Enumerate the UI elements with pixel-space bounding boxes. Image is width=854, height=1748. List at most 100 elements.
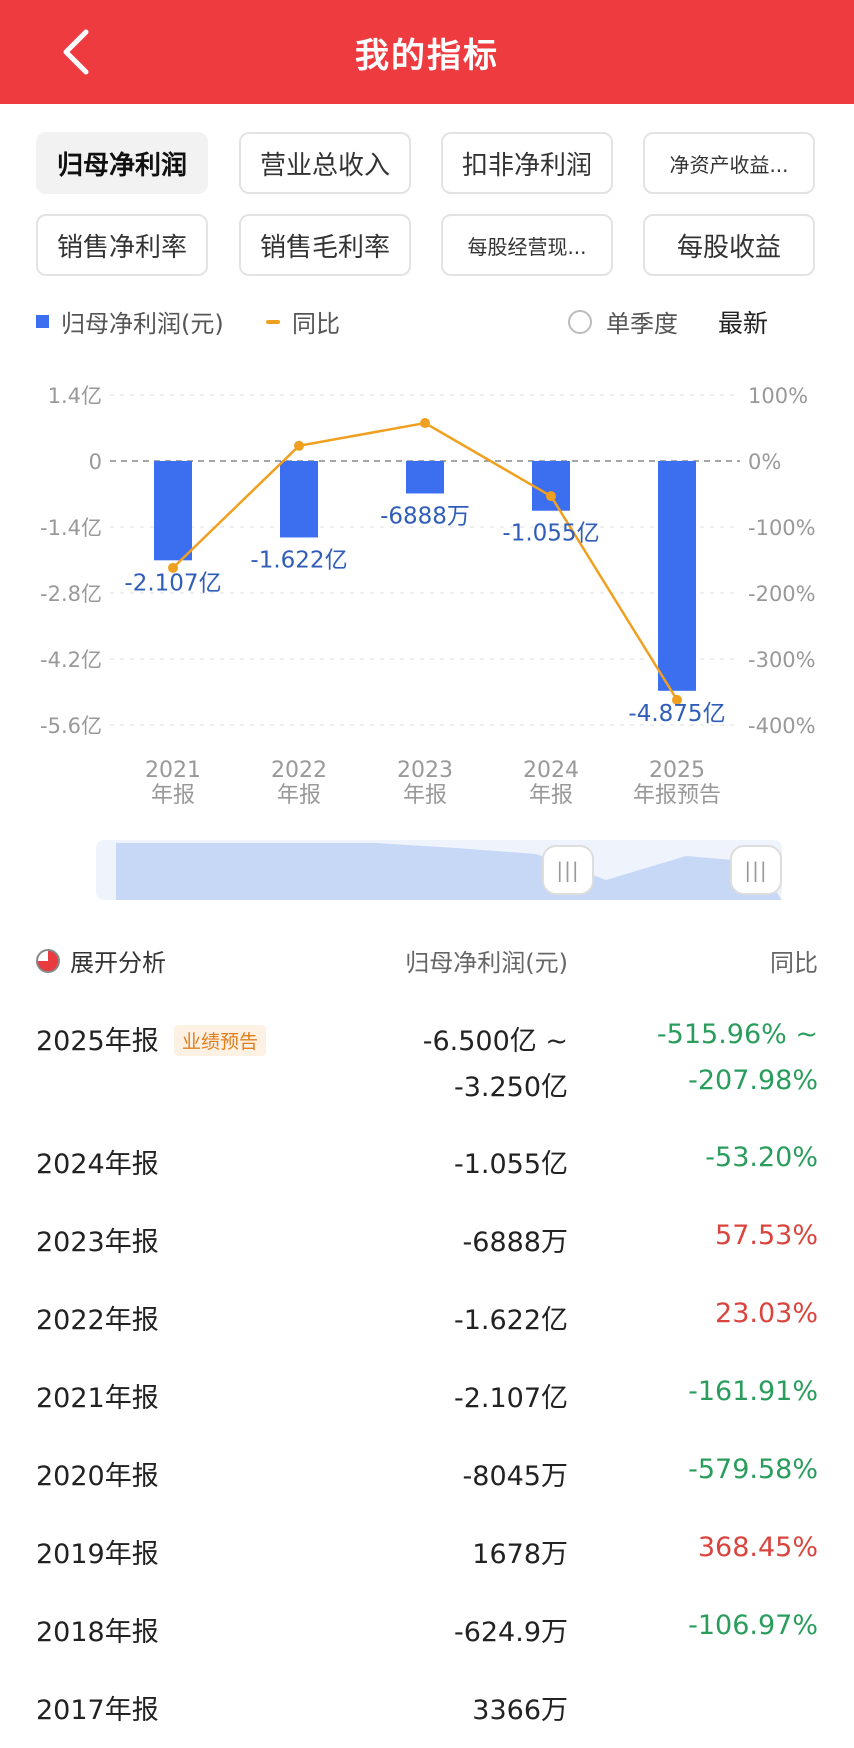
tab-deducted-net-profit[interactable]: 扣非净利润 (441, 132, 613, 194)
row-period: 2022年报 (36, 1305, 159, 1336)
expand-analysis-label: 展开分析 (70, 949, 166, 977)
y-left-tick-label: 1.4亿 (48, 384, 102, 408)
row-yoy: -106.97% (688, 1610, 818, 1641)
row-yoy-upper: -207.98% (688, 1065, 818, 1096)
forecast-badge: 业绩预告 (174, 1025, 267, 1056)
x-tick-label: 年报 (403, 783, 447, 808)
tab-net-margin[interactable]: 销售净利率 (36, 214, 208, 276)
x-tick-label: 年报 (529, 783, 573, 808)
row-period: 2021年报 (36, 1383, 159, 1414)
legend-yoy[interactable]: 同比 (266, 304, 340, 339)
y-left-tick-label: -1.4亿 (40, 516, 102, 540)
slider-preview (116, 843, 782, 900)
bar-data-label: -1.055亿 (502, 521, 599, 547)
yoy-point (168, 562, 178, 573)
row-value: -624.9万 (453, 1617, 568, 1648)
tab-operating-cashflow-per-share[interactable]: 每股经营现... (441, 214, 613, 276)
analysis-pie-icon (36, 948, 60, 973)
y-right-tick-label: -300% (748, 648, 816, 672)
table-row[interactable]: 2019年报 1678万 368.45% (0, 1532, 854, 1592)
tab-total-revenue[interactable]: 营业总收入 (239, 132, 411, 194)
table-row[interactable]: 2020年报 -8045万 -579.58% (0, 1454, 854, 1514)
table-row[interactable]: 2025年报 业绩预告 -6.500亿 ~ -3.250亿 -515.96% ~… (0, 1019, 854, 1119)
x-tick-label: 2024 (523, 758, 579, 783)
single-quarter-label: 单季度 (606, 310, 678, 338)
row-value: -6888万 (462, 1227, 568, 1258)
latest-button[interactable]: 最新 (718, 309, 769, 338)
table-row[interactable]: 2023年报 -6888万 57.53% (0, 1220, 854, 1280)
yoy-point (546, 491, 556, 502)
row-yoy: -515.96% ~ (656, 1019, 818, 1050)
y-right-tick-label: -100% (748, 516, 816, 540)
row-value: -2.107亿 (453, 1383, 568, 1414)
y-left-tick-label: -5.6亿 (40, 714, 102, 738)
line-legend-swatch (266, 319, 280, 324)
row-value: -1.055亿 (453, 1149, 568, 1180)
y-left-tick-label: -4.2亿 (40, 648, 102, 672)
table-row[interactable]: 2022年报 -1.622亿 23.03% (0, 1298, 854, 1358)
x-tick-label: 2022 (271, 758, 327, 783)
bar-data-label: -4.875亿 (628, 701, 725, 727)
x-tick-label: 2023 (397, 758, 453, 783)
row-yoy: -161.91% (688, 1376, 818, 1407)
row-value-upper: -3.250亿 (453, 1072, 568, 1103)
expand-analysis[interactable]: 展开分析 (36, 943, 166, 978)
tab-gross-margin[interactable]: 销售毛利率 (239, 214, 411, 276)
row-value: -8045万 (462, 1461, 568, 1492)
table-row[interactable]: 2021年报 -2.107亿 -161.91% (0, 1376, 854, 1436)
tab-eps[interactable]: 每股收益 (643, 214, 815, 276)
table-row[interactable]: 2024年报 -1.055亿 -53.20% (0, 1142, 854, 1202)
column-header-yoy: 同比 (770, 949, 818, 977)
bar (532, 461, 570, 511)
bar-data-label: -2.107亿 (124, 570, 221, 596)
slider-handle-left[interactable]: ||| (542, 845, 594, 895)
y-left-tick-label: -2.8亿 (40, 582, 102, 606)
y-left-tick-label: 0 (89, 450, 102, 474)
legend-label-yoy: 同比 (292, 310, 340, 338)
x-tick-label: 年报 (277, 783, 321, 808)
back-arrow-icon[interactable] (52, 22, 112, 82)
yoy-point (672, 694, 682, 705)
row-yoy: 368.45% (697, 1532, 818, 1563)
table-row[interactable]: 2018年报 -624.9万 -106.97% (0, 1610, 854, 1670)
radio-icon[interactable] (568, 309, 592, 334)
tab-roe[interactable]: 净资产收益... (643, 132, 815, 194)
y-right-tick-label: -400% (748, 714, 816, 738)
y-right-tick-label: 0% (748, 450, 781, 474)
table-row-partial[interactable]: 2017年报 3366万 (0, 1688, 854, 1748)
row-yoy: 23.03% (715, 1298, 818, 1329)
row-yoy: 57.53% (715, 1220, 818, 1251)
range-slider[interactable]: ||| ||| (96, 840, 782, 900)
row-value: 3366万 (472, 1695, 568, 1726)
bar (154, 461, 192, 561)
bar (658, 461, 696, 691)
slider-handle-right[interactable]: ||| (730, 845, 782, 895)
x-tick-label: 2025 (649, 758, 705, 783)
row-value: -6.500亿 ~ (422, 1026, 568, 1057)
y-right-tick-label: -200% (748, 582, 816, 606)
row-period: 2020年报 (36, 1461, 159, 1492)
bar-data-label: -1.622亿 (250, 547, 347, 573)
page-title: 我的指标 (355, 36, 499, 76)
bar (406, 461, 444, 494)
row-yoy: -579.58% (688, 1454, 818, 1485)
bar (280, 461, 318, 538)
y-right-tick-label: 100% (748, 384, 808, 408)
row-period: 2019年报 (36, 1539, 159, 1570)
row-period: 2017年报 (36, 1695, 159, 1726)
net-profit-chart: 1.4亿 0 -1.4亿 -2.8亿 -4.2亿 -5.6亿 100% 0% -100% -200… (40, 384, 816, 808)
grip-icon: ||| (556, 858, 580, 882)
row-period: 2024年报 (36, 1149, 159, 1180)
row-period: 2025年报 (36, 1026, 159, 1057)
tab-net-profit-parent[interactable]: 归母净利润 (36, 132, 208, 194)
yoy-point (420, 418, 430, 429)
column-header-net-profit: 归母净利润(元) (405, 949, 568, 977)
x-tick-label: 2021 (145, 758, 201, 783)
single-quarter-toggle[interactable]: 单季度 (568, 304, 678, 339)
legend-label-net-profit: 归母净利润(元) (61, 310, 224, 338)
row-value: 1678万 (472, 1539, 568, 1570)
legend-net-profit[interactable]: 归母净利润(元) (36, 304, 224, 339)
x-tick-label: 年报 (151, 783, 195, 808)
row-period: 2018年报 (36, 1617, 159, 1648)
row-yoy: -53.20% (705, 1142, 818, 1173)
